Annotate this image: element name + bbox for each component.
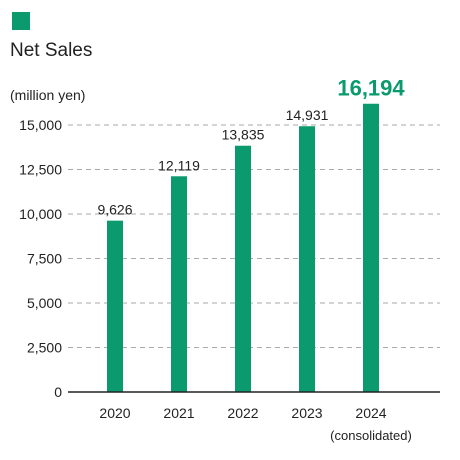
bar-2022 <box>235 145 251 392</box>
bar-2021 <box>171 176 187 392</box>
x-tick-label: 2021 <box>163 405 194 421</box>
x-axis-ticks: 2020 2021 2022 2023 2024 <box>99 405 386 421</box>
value-labels: 9,626 12,119 13,835 14,931 16,194 <box>97 76 405 218</box>
y-tick-label: 5,000 <box>27 295 62 311</box>
y-axis-unit-label: (million yen) <box>10 87 85 103</box>
x-tick-label: 2022 <box>227 405 258 421</box>
y-tick-label: 15,000 <box>19 117 62 133</box>
y-tick-label: 12,500 <box>19 162 62 178</box>
bar-2020 <box>107 220 123 392</box>
y-tick-label: 7,500 <box>27 251 62 267</box>
gridlines <box>68 124 440 348</box>
value-label-2020: 9,626 <box>97 202 132 218</box>
value-label-2024: 16,194 <box>337 76 405 101</box>
bars <box>107 103 379 393</box>
y-axis-ticks: 0 2,500 5,000 7,500 10,000 12,500 15,000 <box>19 117 62 400</box>
value-label-2022: 13,835 <box>222 127 265 143</box>
x-tick-label: 2024 <box>355 405 386 421</box>
legend-swatch <box>12 12 30 30</box>
x-tick-label: 2023 <box>291 405 322 421</box>
y-tick-label: 2,500 <box>27 340 62 356</box>
bar-2023 <box>299 126 315 392</box>
y-tick-label: 10,000 <box>19 206 62 222</box>
value-label-2023: 14,931 <box>286 107 329 123</box>
bar-2024 <box>363 103 379 393</box>
consolidated-note: (consolidated) <box>330 428 412 443</box>
chart-title: Net Sales <box>10 40 92 61</box>
value-label-2021: 12,119 <box>158 157 200 173</box>
x-tick-label: 2020 <box>99 405 130 421</box>
y-tick-label: 0 <box>54 384 62 400</box>
